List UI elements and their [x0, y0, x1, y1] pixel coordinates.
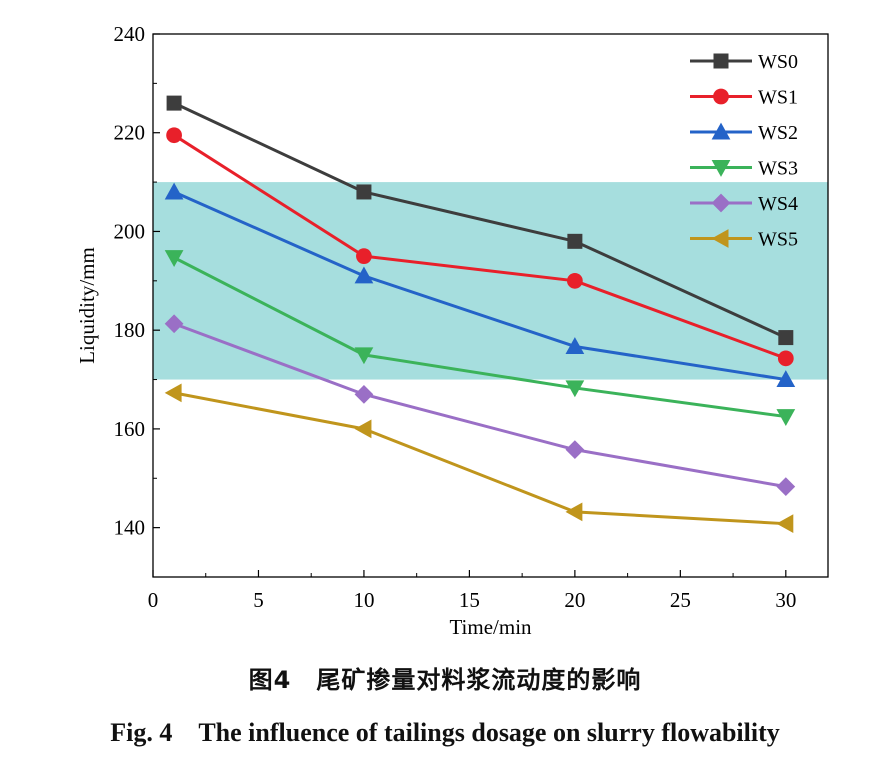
- plot-frame: [152, 33, 829, 578]
- data-point-ws0: [778, 330, 794, 346]
- legend-entry-ws0: WS0: [690, 51, 798, 73]
- y-tick-label: 160: [114, 417, 146, 441]
- data-point-ws5: [565, 502, 583, 522]
- legend-label-ws1: WS1: [758, 87, 798, 109]
- x-tick-label: 0: [148, 588, 159, 612]
- series-line-ws2: [173, 190, 787, 382]
- y-tick-label: 200: [114, 219, 146, 243]
- data-point-ws2: [164, 182, 184, 200]
- data-point-ws1: [356, 248, 372, 265]
- data-point-ws0: [356, 184, 372, 200]
- legend-entry-ws5: WS5: [690, 229, 798, 251]
- data-point-ws3: [354, 347, 374, 365]
- series-line-ws1: [173, 133, 787, 360]
- data-point-ws3: [565, 380, 585, 398]
- series-line-ws5: [173, 391, 786, 526]
- line-chart: 0 5 10 15 20 25 30 140 160 180 200 220 240 Time/min Li…: [75, 22, 829, 639]
- data-point-ws1: [567, 272, 583, 289]
- legend-label-ws0: WS0: [758, 51, 798, 73]
- y-tick-label: 220: [114, 121, 146, 145]
- y-tick-label: 240: [114, 22, 146, 46]
- data-point-ws3: [164, 250, 184, 267]
- data-point-ws3: [776, 409, 796, 426]
- data-point-ws5: [776, 514, 794, 534]
- x-tick-label: 5: [253, 588, 264, 612]
- chart-container: 0 5 10 15 20 25 30 140 160 180 200 220 240 Time/min Li…: [75, 22, 829, 639]
- legend-marker-ws1: [713, 88, 729, 105]
- legend-entry-ws2: WS2: [690, 122, 798, 144]
- data-point-ws4: [164, 314, 184, 334]
- data-point-ws0: [567, 233, 583, 249]
- legend-label-ws2: WS2: [758, 122, 798, 144]
- legend-marker-ws3: [711, 160, 731, 177]
- legend-label-ws5: WS5: [758, 229, 798, 251]
- data-point-ws2: [354, 266, 374, 284]
- x-tick-label: 20: [564, 588, 585, 612]
- x-tick-label: 10: [353, 588, 374, 612]
- x-tick-label: 25: [670, 588, 691, 612]
- y-tick-label: 140: [114, 516, 146, 540]
- legend-label-ws3: WS3: [758, 158, 798, 180]
- legend-marker-ws0: [713, 53, 729, 69]
- x-tick-label: 30: [775, 588, 796, 612]
- series-ws1: [166, 127, 794, 367]
- x-axis-title: Time/min: [449, 615, 532, 639]
- legend-marker-ws4: [711, 193, 731, 213]
- data-point-ws1: [166, 127, 182, 144]
- figure-caption-chinese: 图4 尾矿掺量对料浆流动度的影响: [248, 666, 642, 694]
- series-ws2: [164, 182, 796, 388]
- data-point-ws2: [565, 337, 585, 354]
- legend-marker-ws2: [711, 122, 731, 140]
- legend-entry-ws1: WS1: [690, 87, 798, 109]
- y-axis-title: Liquidity/mm: [75, 247, 99, 364]
- y-tick-label: 180: [114, 318, 146, 342]
- x-tick-label: 15: [459, 588, 480, 612]
- data-point-ws4: [354, 384, 374, 404]
- series-ws5: [164, 383, 794, 534]
- data-point-ws4: [776, 477, 796, 497]
- series-line-ws3: [173, 256, 787, 419]
- legend-entry-ws4: WS4: [690, 193, 798, 215]
- series-line-ws4: [173, 322, 787, 489]
- legend-entry-ws3: WS3: [690, 158, 798, 180]
- data-point-ws2: [776, 370, 796, 388]
- data-point-ws0: [166, 95, 182, 111]
- series-ws3: [164, 250, 796, 426]
- data-point-ws4: [565, 440, 585, 460]
- data-point-ws5: [354, 419, 372, 439]
- figure-caption-english: Fig. 4 The influence of tailings dosage …: [110, 718, 780, 747]
- data-point-ws5: [164, 383, 182, 403]
- shaded-band: [153, 182, 828, 380]
- legend-label-ws4: WS4: [758, 193, 798, 215]
- series-ws0: [166, 95, 794, 346]
- legend-marker-ws5: [711, 229, 729, 248]
- series-line-ws0: [173, 101, 787, 339]
- series-ws4: [164, 314, 796, 497]
- data-point-ws1: [777, 350, 794, 367]
